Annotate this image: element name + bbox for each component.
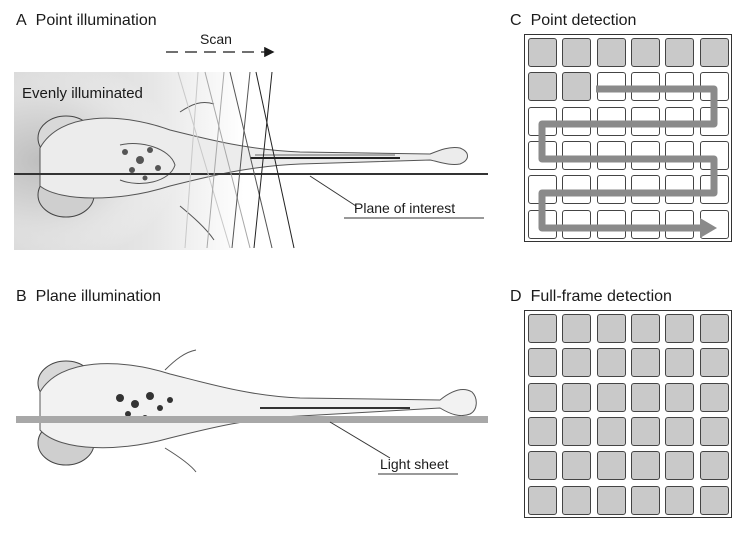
detector-pixel [562,140,592,170]
panel-b-letter: B [16,288,27,305]
detector-pixel [630,175,660,205]
detector-pixel [699,416,729,446]
detector-pixel [665,106,695,136]
panel-b-title-text: Plane illumination [35,288,162,305]
detector-pixel [630,140,660,170]
pigment-spots-a [122,147,161,181]
detector-pixel [665,451,695,481]
detector-pixel [665,382,695,412]
detector-pixel [630,485,660,515]
panel-c-title-text: Point detection [530,12,637,29]
detector-pixel [596,38,626,67]
detector-pixel [699,314,729,343]
detector-pixel [562,175,592,205]
detector-pixel [630,72,660,102]
detector-pixel [596,451,626,481]
detector-pixel [699,209,729,239]
detector-pixel [596,416,626,446]
detector-pixel [562,382,592,412]
panel-a-letter: A [16,12,27,29]
detector-pixel [699,175,729,205]
detector-pixel [528,314,557,343]
panel-c-title: C Point detection [510,12,636,30]
detector-pixel [562,72,592,102]
full-frame-detection-grid [524,310,732,518]
detector-pixel [528,382,557,412]
detector-pixel [699,485,729,515]
detector-pixel [665,485,695,515]
panel-c-letter: C [510,12,522,29]
detector-pixel [528,451,557,481]
detector-pixel [665,209,695,239]
detector-pixel [665,175,695,205]
scan-beams [177,71,295,249]
panel-a-title: A Point illumination [16,12,157,30]
detector-pixel [596,382,626,412]
detector-pixel [699,38,729,67]
detector-pixel [699,382,729,412]
detector-pixel [665,140,695,170]
detector-pixel [665,314,695,343]
evenly-illuminated-label: Evenly illuminated [22,85,143,102]
detector-pixel [562,314,592,343]
detector-pixel [562,106,592,136]
detector-pixel [630,416,660,446]
detector-pixel [596,348,626,378]
detector-pixel [528,416,557,446]
larva-a [37,101,468,241]
detector-pixel [630,314,660,343]
detector-pixel [699,348,729,378]
detector-pixel [596,72,626,102]
detector-pixel [596,106,626,136]
detector-pixel [528,348,557,378]
panel-d-title-text: Full-frame detection [530,288,672,305]
detector-pixel [630,38,660,67]
detector-pixel [630,106,660,136]
detector-pixel [528,38,557,67]
panel-a-title-text: Point illumination [35,12,157,29]
detector-pixel [562,451,592,481]
panel-d-title: D Full-frame detection [510,288,672,306]
detector-pixel [528,106,557,136]
detector-pixel [528,72,557,102]
detector-pixel [596,140,626,170]
detector-pixel [665,38,695,67]
detector-pixel [528,485,557,515]
detector-pixel [562,485,592,515]
detector-pixel [665,348,695,378]
detector-pixel [596,314,626,343]
detector-pixel [528,140,557,170]
larva-b [37,349,477,473]
detector-pixel [665,416,695,446]
scan-label: Scan [200,31,232,47]
detector-pixel [562,348,592,378]
panel-b-title: B Plane illumination [16,288,161,306]
detector-pixel [596,485,626,515]
detector-pixel [699,451,729,481]
sheet-leader [329,421,391,459]
detector-pixel [665,72,695,102]
point-detection-grid [524,34,732,242]
detector-pixel [528,175,557,205]
detector-pixel [630,209,660,239]
detector-pixel [699,72,729,102]
plane-of-interest-label: Plane of interest [354,200,456,216]
detector-pixel [562,416,592,446]
detector-pixel [562,38,592,67]
light-sheet-label: Light sheet [380,456,449,472]
light-sheet [16,416,488,423]
detector-pixel [699,106,729,136]
detector-pixel [596,175,626,205]
detector-pixel [528,209,557,239]
detector-pixel [630,348,660,378]
detector-pixel [699,140,729,170]
plane-leader [309,175,357,207]
detector-pixel [562,209,592,239]
panel-d-letter: D [510,288,522,305]
detector-pixel [596,209,626,239]
detector-pixel [630,382,660,412]
detector-pixel [630,451,660,481]
